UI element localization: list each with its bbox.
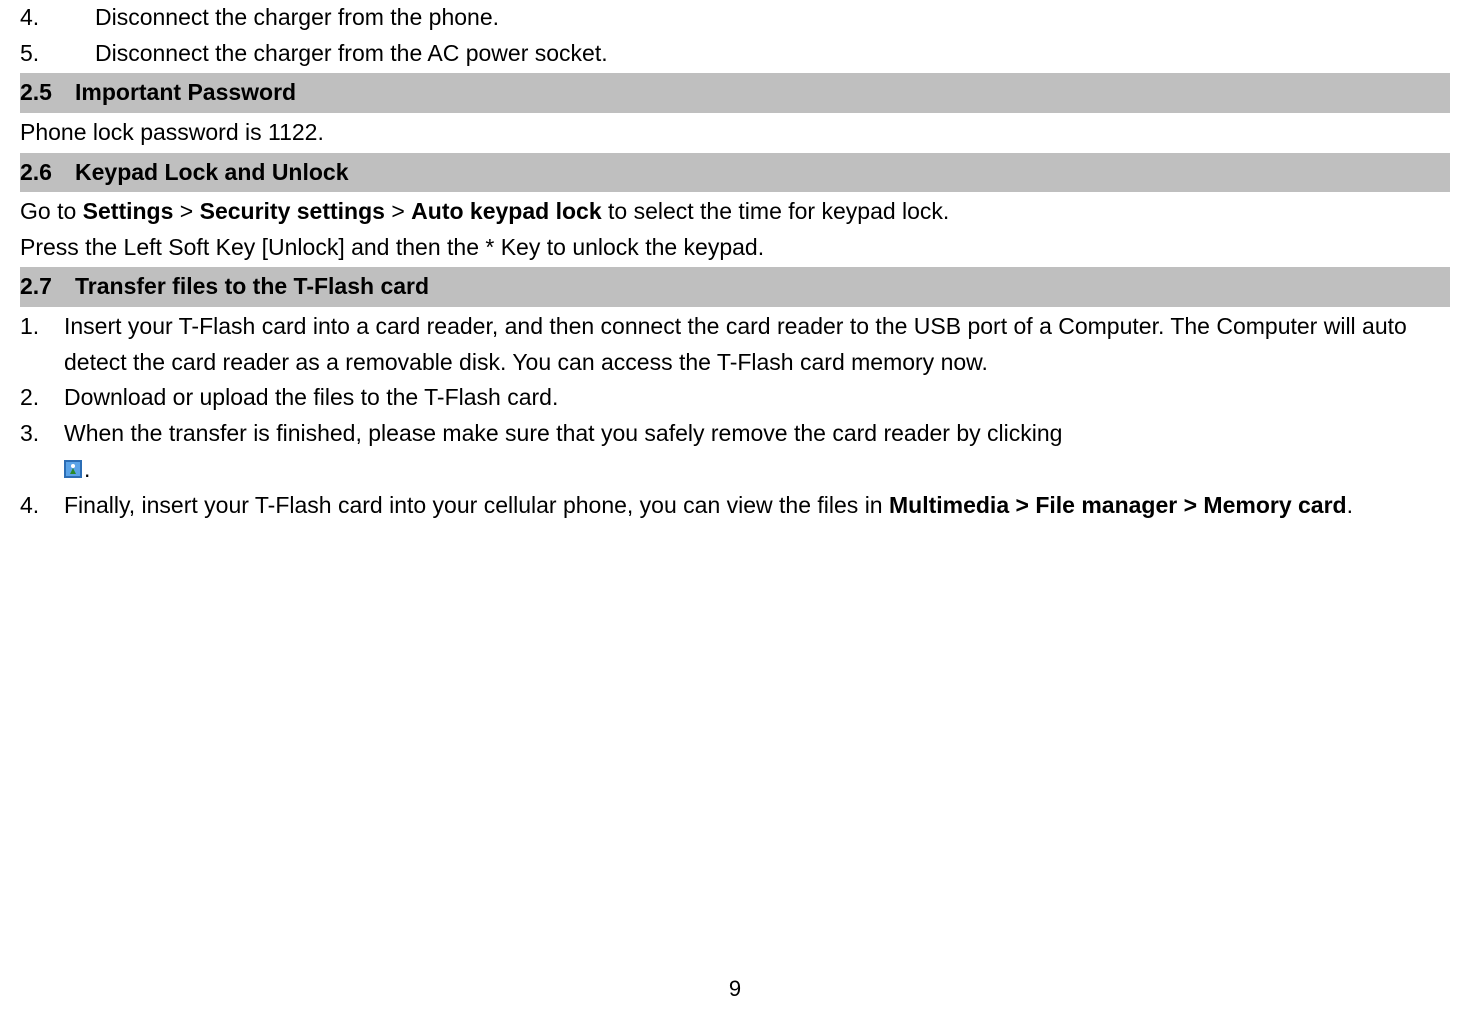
menu-path: Auto keypad lock bbox=[411, 198, 601, 224]
section-heading: 2.7 Transfer files to the T-Flash card bbox=[20, 267, 1450, 307]
section-number: 2.6 bbox=[20, 155, 75, 191]
menu-path: Multimedia > File manager > Memory card bbox=[889, 492, 1347, 518]
list-text: Finally, insert your T-Flash card into y… bbox=[64, 488, 1353, 524]
safely-remove-hardware-icon bbox=[64, 453, 82, 489]
list-item: 1. Insert your T-Flash card into a card … bbox=[20, 309, 1450, 380]
text: Finally, insert your T-Flash card into y… bbox=[64, 492, 889, 518]
list-text: Disconnect the charger from the phone. bbox=[95, 0, 499, 36]
section-number: 2.7 bbox=[20, 269, 75, 305]
section-title: Important Password bbox=[75, 75, 296, 111]
list-text: Disconnect the charger from the AC power… bbox=[95, 36, 608, 72]
list-text-span: When the transfer is finished, please ma… bbox=[64, 420, 1062, 446]
paragraph: Go to Settings > Security settings > Aut… bbox=[20, 194, 1450, 230]
text: to select the time for keypad lock. bbox=[602, 198, 950, 224]
list-text: When the transfer is finished, please ma… bbox=[64, 416, 1062, 488]
text: > bbox=[385, 198, 411, 224]
list-text: Insert your T-Flash card into a card rea… bbox=[64, 309, 1450, 380]
list-item: 3. When the transfer is finished, please… bbox=[20, 416, 1450, 488]
list-text: Download or upload the files to the T-Fl… bbox=[64, 380, 558, 416]
text: . bbox=[84, 456, 90, 482]
list-number: 3. bbox=[20, 416, 64, 452]
paragraph: Press the Left Soft Key [Unlock] and the… bbox=[20, 230, 1450, 266]
list-number: 4. bbox=[20, 0, 95, 36]
list-number: 5. bbox=[20, 36, 95, 72]
list-item: 4. Finally, insert your T-Flash card int… bbox=[20, 488, 1450, 524]
section-heading: 2.5 Important Password bbox=[20, 73, 1450, 113]
text: > bbox=[173, 198, 199, 224]
menu-path: Settings bbox=[83, 198, 174, 224]
list-item: 2. Download or upload the files to the T… bbox=[20, 380, 1450, 416]
paragraph: Phone lock password is 1122. bbox=[20, 115, 1450, 151]
list-number: 2. bbox=[20, 380, 64, 416]
page-number: 9 bbox=[0, 972, 1470, 1006]
text: . bbox=[1347, 492, 1353, 518]
list-number: 1. bbox=[20, 309, 64, 345]
section-title: Keypad Lock and Unlock bbox=[75, 155, 349, 191]
list-number: 4. bbox=[20, 488, 64, 524]
section-number: 2.5 bbox=[20, 75, 75, 111]
section-heading: 2.6 Keypad Lock and Unlock bbox=[20, 153, 1450, 193]
menu-path: Security settings bbox=[200, 198, 385, 224]
list-item: 5. Disconnect the charger from the AC po… bbox=[20, 36, 1450, 72]
text: Go to bbox=[20, 198, 83, 224]
list-item: 4. Disconnect the charger from the phone… bbox=[20, 0, 1450, 36]
section-title: Transfer files to the T-Flash card bbox=[75, 269, 429, 305]
